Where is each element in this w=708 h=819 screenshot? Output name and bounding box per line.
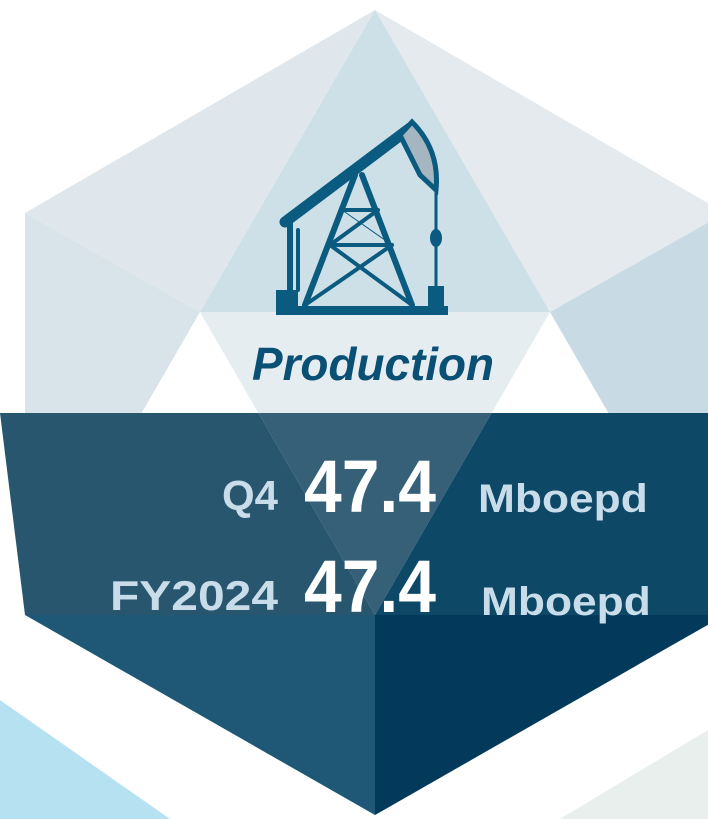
period-label: FY2024 <box>110 572 279 619</box>
decor <box>560 730 708 819</box>
value: 47.4 <box>304 445 436 528</box>
decor <box>0 700 170 819</box>
period-label: Q4 <box>222 472 279 519</box>
pump-jack-icon <box>276 118 448 315</box>
unit: Mboepd <box>478 477 648 521</box>
unit: Mboepd <box>481 580 651 624</box>
value: 47.4 <box>304 545 436 628</box>
hexagon <box>0 10 708 815</box>
title: Production <box>252 338 494 390</box>
